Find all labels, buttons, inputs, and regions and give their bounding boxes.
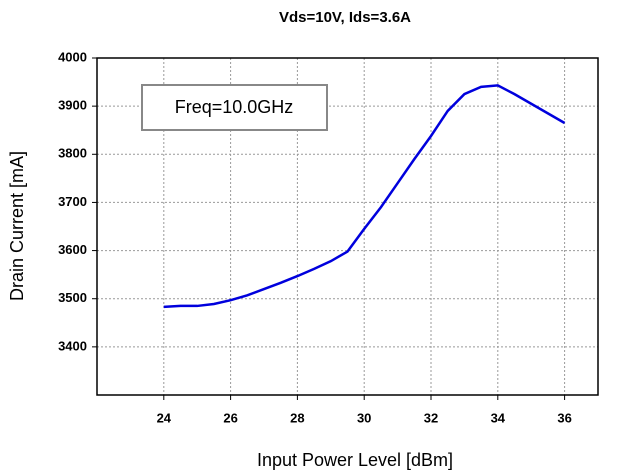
plot-area: 3400 3500 3600 3700 3800 3900 4000 24 26 28 30 32 34… bbox=[58, 49, 599, 425]
y-tick-label: 4000 bbox=[58, 49, 87, 64]
annotation: Freq=10.0GHz bbox=[175, 97, 294, 117]
x-tick-label: 26 bbox=[223, 410, 237, 425]
x-tick-label: 36 bbox=[557, 410, 571, 425]
x-axis-label: Input Power Level [dBm] bbox=[257, 450, 453, 470]
data-line bbox=[163, 84, 566, 309]
x-tick-label: 24 bbox=[157, 410, 172, 425]
plot-frame bbox=[96, 57, 599, 396]
y-tick-label: 3600 bbox=[58, 242, 87, 257]
y-tick-label: 3700 bbox=[58, 194, 87, 209]
chart-title: Vds=10V, Ids=3.6A bbox=[279, 9, 411, 26]
annotation-box bbox=[141, 84, 328, 131]
x-tick-label: 34 bbox=[491, 410, 506, 425]
x-tick-label: 32 bbox=[424, 410, 438, 425]
y-axis-label: Drain Current [mA] bbox=[7, 151, 27, 301]
y-tick-label: 3400 bbox=[58, 338, 87, 353]
x-tick-label: 28 bbox=[290, 410, 304, 425]
y-tick-label: 3500 bbox=[58, 290, 87, 305]
x-tick-label: 30 bbox=[357, 410, 371, 425]
y-tick-label: 3900 bbox=[58, 98, 87, 113]
y-tick-label: 3800 bbox=[58, 146, 87, 161]
